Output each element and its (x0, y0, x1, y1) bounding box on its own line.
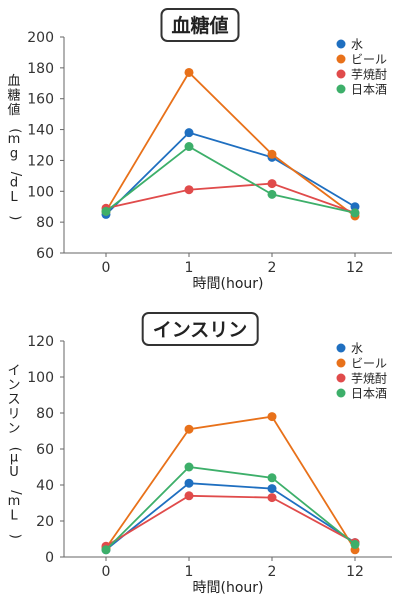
glucose-legend-marker (336, 54, 346, 64)
glucose-chart-title: 血糖値 (160, 8, 240, 42)
insulin-chart-panel: 0 20 40 60 80 100 120 0 1 2 12 時間(hour) インスリン(μ U / m L)… (0, 304, 400, 608)
insulin-y-tick-label: 20 (36, 514, 54, 530)
glucose-y-tick-label: 140 (27, 123, 54, 139)
insulin-legend-marker (336, 358, 346, 368)
insulin-legend-label: 水 (351, 342, 363, 356)
glucose-legend-marker (336, 84, 346, 94)
insulin-y-tick-label: 40 (36, 478, 54, 494)
glucose-series-0-point (350, 202, 360, 212)
glucose-series-3-point (267, 189, 277, 199)
insulin-y-tick-label: 120 (27, 334, 54, 350)
glucose-series-0-point (184, 128, 194, 138)
glucose-series-3-point (350, 208, 360, 218)
glucose-y-tick-label: 160 (27, 92, 54, 108)
glucose-x-tick-label: 1 (185, 260, 194, 276)
insulin-x-tick-label: 12 (346, 564, 364, 580)
insulin-x-axis-label: 時間(hour) (193, 580, 264, 596)
insulin-y-tick-label: 80 (36, 406, 54, 422)
insulin-series-2-line (105, 494, 356, 547)
insulin-y-axis-label: インスリン(μ U / m L) (7, 363, 22, 539)
insulin-series-1-point (267, 412, 277, 422)
insulin-series-3-point (184, 462, 194, 472)
glucose-legend-marker (336, 39, 346, 49)
glucose-series-1-line (105, 71, 356, 217)
insulin-legend-label: 芋焼酎 (351, 371, 387, 386)
insulin-series-1-line (105, 415, 356, 551)
glucose-y-tick-label: 180 (27, 61, 54, 77)
insulin-y-tick-label: 100 (27, 370, 54, 386)
glucose-legend-marker (336, 69, 346, 79)
insulin-chart-title: インスリン (141, 312, 259, 346)
insulin-series-0-line (105, 482, 356, 551)
glucose-legend-label: 芋焼酎 (351, 67, 387, 82)
insulin-series-2-point (267, 493, 277, 503)
glucose-y-tick-label: 60 (36, 246, 54, 262)
insulin-series-0-point (184, 478, 194, 488)
glucose-series-3-line (105, 145, 356, 214)
glucose-legend-label: 水 (351, 38, 363, 52)
insulin-series-3-point (350, 539, 360, 549)
insulin-series-2-point (184, 491, 194, 501)
glucose-x-axis-label: 時間(hour) (193, 276, 264, 292)
glucose-series-1-point (184, 67, 194, 77)
glucose-y-tick-label: 200 (27, 30, 54, 46)
glucose-legend-label: 日本酒 (351, 83, 387, 97)
insulin-legend-marker (336, 388, 346, 398)
glucose-legend-label: ビール (351, 53, 387, 67)
glucose-y-axis-label: 血糖値(m g / d L) (7, 74, 22, 221)
insulin-x-tick-label: 1 (185, 564, 194, 580)
glucose-series-3-point (184, 142, 194, 152)
glucose-series-1-point (267, 149, 277, 159)
glucose-series-2-point (267, 179, 277, 189)
insulin-legend-label: 日本酒 (351, 387, 387, 401)
glucose-x-tick-label: 0 (102, 260, 111, 276)
insulin-x-tick-label: 0 (102, 564, 111, 580)
glucose-series-3-point (101, 206, 111, 216)
insulin-series-3-point (101, 545, 111, 555)
glucose-series-2-point (184, 185, 194, 195)
insulin-legend-label: ビール (351, 357, 387, 371)
glucose-series-0-line (105, 131, 356, 216)
glucose-x-tick-label: 12 (346, 260, 364, 276)
glucose-y-tick-label: 80 (36, 215, 54, 231)
insulin-series-0-point (267, 484, 277, 494)
insulin-series-3-point (267, 473, 277, 483)
insulin-series-3-line (105, 466, 356, 551)
insulin-x-tick-label: 2 (268, 564, 277, 580)
glucose-y-tick-label: 120 (27, 153, 54, 169)
insulin-legend-marker (336, 343, 346, 353)
glucose-x-tick-label: 2 (268, 260, 277, 276)
insulin-legend-marker (336, 373, 346, 383)
glucose-series-2-line (105, 182, 356, 214)
insulin-y-tick-label: 0 (45, 550, 54, 566)
glucose-y-tick-label: 100 (27, 184, 54, 200)
glucose-chart-panel: 60 80 100 120 140 160 180 200 0 1 2 12 時間(hour) 血糖値(m… (7, 8, 392, 292)
insulin-series-1-point (184, 424, 194, 434)
insulin-y-tick-label: 60 (36, 442, 54, 458)
